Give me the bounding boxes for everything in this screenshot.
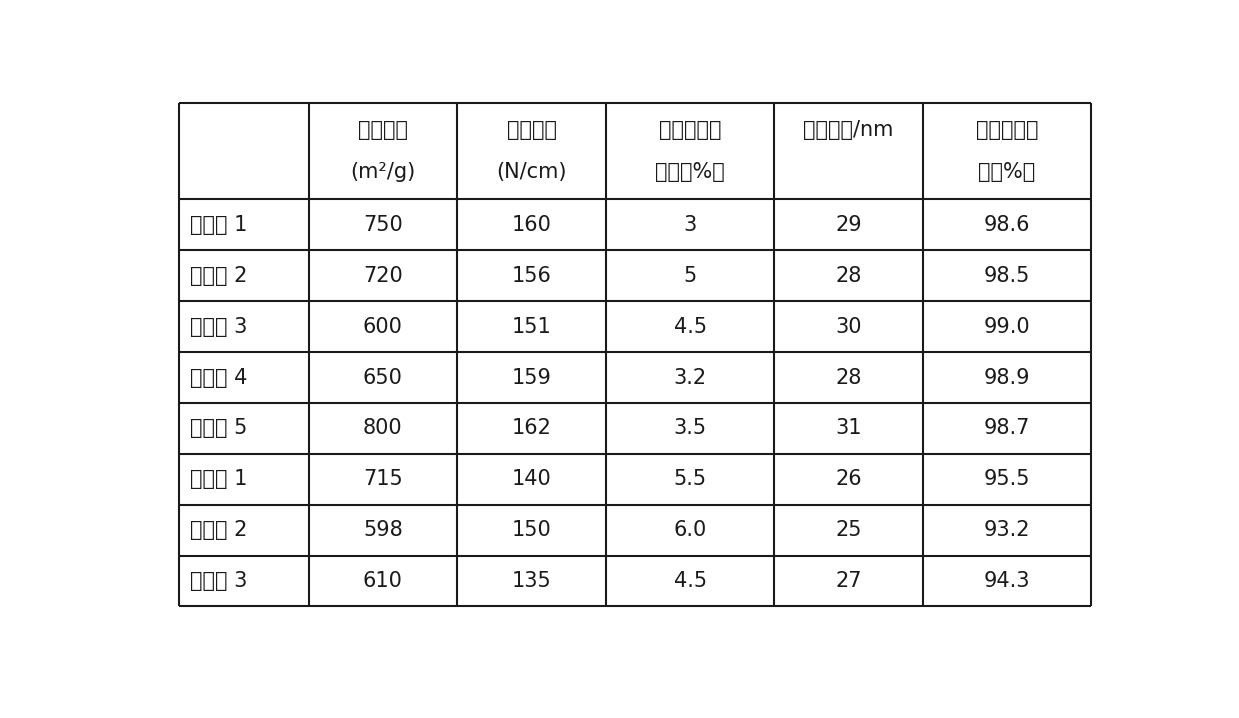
Text: 610: 610 bbox=[363, 571, 403, 591]
Text: 162: 162 bbox=[512, 419, 551, 439]
Text: 实施例 5: 实施例 5 bbox=[191, 419, 248, 439]
Text: 99.0: 99.0 bbox=[984, 317, 1031, 337]
Text: 98.6: 98.6 bbox=[984, 215, 1031, 235]
Text: 对比例 2: 对比例 2 bbox=[191, 520, 248, 540]
Text: 140: 140 bbox=[512, 470, 551, 489]
Text: 实施例 3: 实施例 3 bbox=[191, 317, 248, 337]
Text: 比表面积: 比表面积 bbox=[358, 120, 408, 140]
Text: 率（%）: 率（%） bbox=[979, 162, 1036, 182]
Text: 抗压强度: 抗压强度 bbox=[507, 120, 556, 140]
Text: 平均孔径/nm: 平均孔径/nm bbox=[803, 120, 893, 140]
Text: 27: 27 bbox=[835, 571, 862, 591]
Text: 还原初始收: 还原初始收 bbox=[659, 120, 721, 140]
Text: 750: 750 bbox=[363, 215, 403, 235]
Text: 800: 800 bbox=[363, 419, 403, 439]
Text: 28: 28 bbox=[835, 266, 862, 286]
Text: 25: 25 bbox=[835, 520, 862, 540]
Text: 93.2: 93.2 bbox=[984, 520, 1031, 540]
Text: 135: 135 bbox=[512, 571, 551, 591]
Text: 6.0: 6.0 bbox=[674, 520, 706, 540]
Text: 实施例 1: 实施例 1 bbox=[191, 215, 248, 235]
Text: 160: 160 bbox=[512, 215, 551, 235]
Text: (N/cm): (N/cm) bbox=[497, 162, 567, 182]
Text: 5.5: 5.5 bbox=[674, 470, 706, 489]
Text: 3: 3 bbox=[684, 215, 696, 235]
Text: 一次反应收: 一次反应收 bbox=[976, 120, 1038, 140]
Text: 30: 30 bbox=[835, 317, 862, 337]
Text: 94.3: 94.3 bbox=[984, 571, 1031, 591]
Text: 实施例 2: 实施例 2 bbox=[191, 266, 248, 286]
Text: 156: 156 bbox=[512, 266, 551, 286]
Text: 159: 159 bbox=[512, 368, 551, 388]
Text: 720: 720 bbox=[363, 266, 403, 286]
Text: 3.5: 3.5 bbox=[674, 419, 706, 439]
Text: 98.9: 98.9 bbox=[984, 368, 1031, 388]
Text: 缩率（%）: 缩率（%） bbox=[655, 162, 725, 182]
Text: 598: 598 bbox=[363, 520, 403, 540]
Text: 3.2: 3.2 bbox=[674, 368, 706, 388]
Text: 实施例 4: 实施例 4 bbox=[191, 368, 248, 388]
Text: 28: 28 bbox=[835, 368, 862, 388]
Text: 4.5: 4.5 bbox=[674, 571, 706, 591]
Text: (m²/g): (m²/g) bbox=[351, 162, 415, 182]
Text: 26: 26 bbox=[835, 470, 862, 489]
Text: 600: 600 bbox=[363, 317, 403, 337]
Text: 4.5: 4.5 bbox=[674, 317, 706, 337]
Text: 5: 5 bbox=[684, 266, 696, 286]
Text: 对比例 1: 对比例 1 bbox=[191, 470, 248, 489]
Text: 31: 31 bbox=[835, 419, 862, 439]
Text: 对比例 3: 对比例 3 bbox=[191, 571, 248, 591]
Text: 151: 151 bbox=[512, 317, 551, 337]
Text: 715: 715 bbox=[363, 470, 403, 489]
Text: 29: 29 bbox=[835, 215, 862, 235]
Text: 98.7: 98.7 bbox=[984, 419, 1031, 439]
Text: 98.5: 98.5 bbox=[984, 266, 1031, 286]
Text: 650: 650 bbox=[363, 368, 403, 388]
Text: 95.5: 95.5 bbox=[984, 470, 1031, 489]
Text: 150: 150 bbox=[512, 520, 551, 540]
